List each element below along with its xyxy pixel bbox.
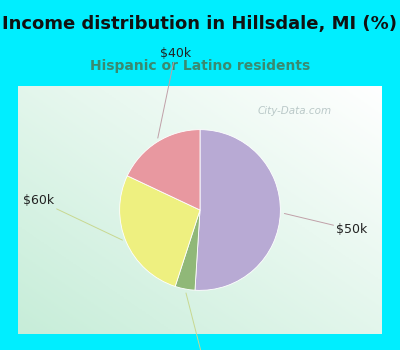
Text: City-Data.com: City-Data.com	[258, 106, 332, 116]
Text: $20k: $20k	[186, 293, 220, 350]
Wedge shape	[120, 176, 200, 286]
Wedge shape	[175, 210, 200, 290]
Text: $40k: $40k	[158, 47, 191, 138]
Wedge shape	[195, 130, 280, 290]
Wedge shape	[127, 130, 200, 210]
Text: Income distribution in Hillsdale, MI (%): Income distribution in Hillsdale, MI (%)	[2, 14, 398, 33]
Text: Hispanic or Latino residents: Hispanic or Latino residents	[90, 58, 310, 72]
Text: $50k: $50k	[284, 214, 368, 236]
Text: $60k: $60k	[23, 194, 122, 240]
